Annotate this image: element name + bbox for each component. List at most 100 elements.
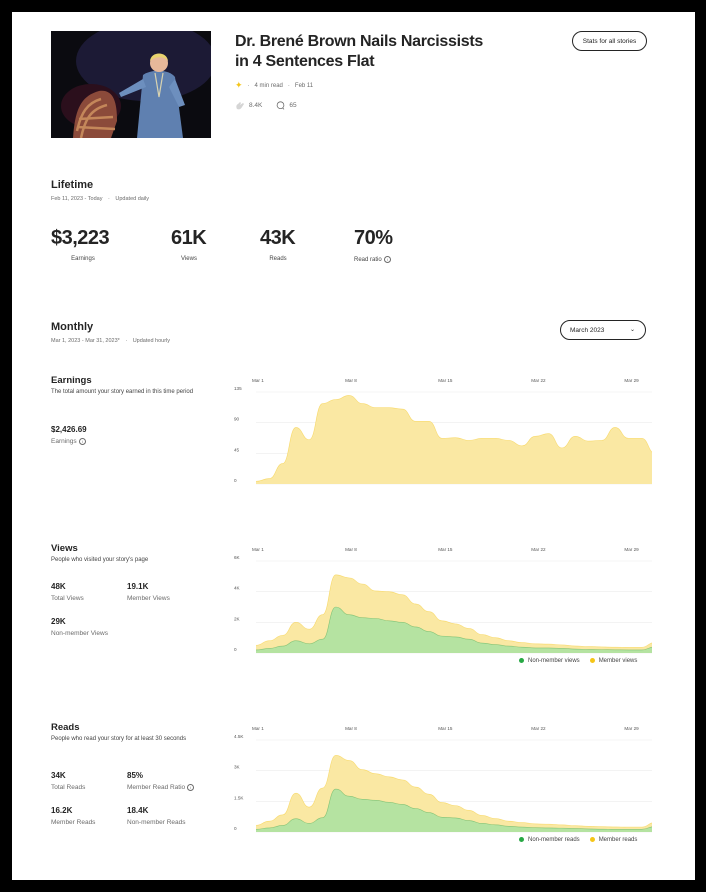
engagement-row: 8.4K 65 — [235, 101, 297, 110]
publish-date: Feb 11 — [294, 82, 314, 89]
earnings-title: Earnings — [51, 375, 92, 386]
x-tick-label: Mar 1 — [252, 726, 264, 731]
x-tick-label: Mar 8 — [345, 726, 357, 731]
separator: · — [108, 196, 110, 202]
member-area-line — [255, 574, 652, 648]
y-tick-label: 0 — [234, 478, 237, 483]
info-icon[interactable]: i — [383, 256, 391, 263]
views-title: Views — [51, 543, 78, 554]
legend-nonmember-views: Non-member views — [519, 658, 580, 664]
separator — [288, 83, 290, 89]
x-tick-label: Mar 15 — [438, 547, 453, 552]
lifetime-reads-value: 43K — [260, 227, 296, 249]
y-tick-label: 4.5K — [234, 734, 244, 739]
reads-title: Reads — [51, 722, 80, 733]
x-tick-label: Mar 1 — [252, 378, 264, 383]
reads-desc: People who read your story for at least … — [51, 736, 187, 742]
views-chart: 0 2K 4K 6K Mar 1 Mar 8 Mar 15 Mar 22 Mar 29 — [234, 547, 652, 654]
x-tick-label: Mar 22 — [531, 547, 546, 552]
x-tick-label: Mar 29 — [624, 378, 639, 383]
monthly-updated: Updated hourly — [132, 338, 171, 344]
views-legend: Non-member views Member views — [519, 658, 637, 664]
info-icon[interactable]: i — [187, 784, 195, 791]
y-tick-label: 2K — [234, 616, 241, 621]
x-tick-label: Mar 29 — [624, 726, 639, 731]
member-star-icon: ✦ — [235, 80, 243, 90]
legend-member-reads: Member reads — [589, 837, 638, 844]
total-views-value: 48K — [51, 582, 66, 591]
y-tick-label: 4K — [234, 586, 241, 591]
member-views-value: 19.1K — [127, 582, 149, 591]
member-reads-value: 16.2K — [51, 806, 73, 815]
lifetime-earnings-value: $3,223 — [51, 227, 110, 249]
earnings-desc: The total amount your story earned in th… — [51, 389, 194, 395]
legend-member-views: Member views — [589, 658, 638, 665]
lifetime-views-value: 61K — [171, 227, 207, 249]
monthly-range-row: Mar 1, 2023 - Mar 31, 2023* · Updated ho… — [51, 338, 170, 344]
response-icon — [277, 101, 285, 110]
lifetime-reads: 43K Reads — [260, 227, 313, 262]
earnings-area — [256, 395, 652, 484]
y-tick-label: 3K — [234, 765, 241, 770]
y-tick-label: 0 — [234, 826, 237, 831]
x-tick-label: Mar 22 — [531, 726, 546, 731]
x-tick-label: Mar 15 — [438, 378, 453, 383]
nonmember-area — [256, 607, 652, 653]
member-read-ratio-value: 85% — [127, 771, 144, 780]
nonmember-area-line — [255, 788, 652, 830]
x-tick-label: Mar 15 — [438, 726, 453, 731]
member-area-line — [255, 755, 652, 828]
member-reads-label: Member Reads — [51, 819, 96, 826]
story-thumbnail[interactable] — [51, 31, 211, 138]
total-reads-label: Total Reads — [51, 784, 86, 791]
read-time: 4 min read — [254, 82, 283, 89]
total-views-label: Total Views — [51, 595, 84, 602]
views-desc: People who visited your story's page — [51, 557, 149, 563]
lifetime-title: Lifetime — [51, 179, 94, 191]
lifetime-updated: Updated daily — [115, 196, 150, 202]
member-views-label: Member Views — [127, 595, 170, 602]
stats-all-stories-button[interactable]: Stats for all stories — [572, 31, 647, 51]
lifetime-views-label: Views — [181, 256, 197, 262]
chevron-down-icon: ⌄ — [629, 327, 635, 333]
info-icon[interactable]: i — [78, 438, 86, 445]
lifetime-range-row: Feb 11, 2023 - Today · Updated daily — [51, 196, 149, 202]
lifetime-range: Feb 11, 2023 - Today — [51, 196, 103, 202]
y-tick-label: 90 — [234, 417, 240, 422]
earnings-value: $2,426.69 — [51, 425, 87, 434]
x-tick-label: Mar 8 — [345, 378, 357, 383]
monthly-range: Mar 1, 2023 - Mar 31, 2023* — [51, 338, 120, 344]
lifetime-read-ratio: 70% Read ratio i — [354, 227, 393, 263]
x-tick-label: Mar 1 — [252, 547, 264, 552]
lifetime-earnings-label: Earnings — [71, 256, 95, 262]
reads-legend: Non-member reads Member reads — [519, 837, 637, 843]
nonmember-area — [256, 789, 652, 832]
legend-label: Non-member reads — [528, 837, 580, 844]
earnings-chart: 0 45 90 135 Mar 1 Mar 8 Mar 15 Mar 22 Mar 29 — [234, 378, 652, 485]
legend-label: Member reads — [598, 837, 638, 844]
lifetime-views: 61K Views — [171, 227, 224, 262]
month-select[interactable]: March 2023 ⌄ — [560, 320, 646, 340]
y-tick-label: 135 — [234, 386, 242, 391]
member-read-ratio-label-row: Member Read Ratio i — [127, 784, 195, 792]
monthly-title: Monthly — [51, 321, 94, 333]
read-ratio-label-row: Read ratio i — [354, 256, 393, 263]
member-read-ratio-label: Member Read Ratio — [127, 784, 186, 792]
total-reads-value: 34K — [51, 771, 66, 780]
clap-icon — [236, 102, 244, 110]
legend-label: Member views — [598, 658, 638, 665]
separator — [248, 83, 250, 89]
nonmember-views-label: Non-member Views — [51, 630, 108, 637]
nonmember-reads-label: Non-member Reads — [127, 819, 186, 826]
earnings-label: Earnings — [51, 438, 77, 446]
legend-label: Non-member views — [528, 658, 580, 665]
story-title[interactable]: Dr. Brené Brown Nails Narcissists in 4 S… — [235, 33, 483, 70]
legend-nonmember-reads: Non-member reads — [519, 837, 580, 843]
month-select-value: March 2023 — [570, 326, 605, 334]
earnings-area-line — [255, 395, 652, 482]
lifetime-earnings: $3,223 Earnings — [51, 227, 118, 262]
x-tick-label: Mar 8 — [345, 547, 357, 552]
separator: · — [125, 338, 128, 344]
reads-chart: 0 1.5K 3K 4.5K Mar 1 Mar 8 Mar 15 Mar 22 Mar 29 — [234, 726, 652, 833]
nonmember-reads-value: 18.4K — [127, 806, 149, 815]
